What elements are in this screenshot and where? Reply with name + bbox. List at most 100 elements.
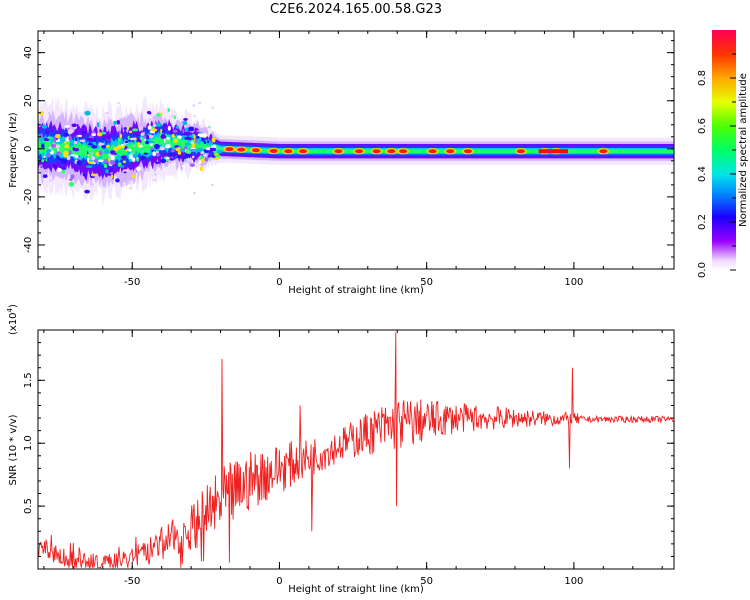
spectrogram-outlier: [106, 129, 109, 132]
spectrogram-speckle: [40, 142, 46, 145]
spectrogram-outlier: [44, 169, 48, 172]
spectrogram-speckle: [41, 124, 48, 129]
y-tick-label: 20: [23, 94, 34, 107]
spectrogram-outlier: [40, 164, 43, 167]
spectrogram-speckle: [74, 140, 78, 145]
spectrogram-speckle: [124, 140, 129, 144]
snr-y-axis: 0.5 1.0 1.5: [23, 342, 674, 557]
x-tick-label: 100: [564, 576, 583, 587]
spectrogram-speckle: [183, 146, 187, 150]
spectrogram-speckle: [199, 154, 203, 160]
spectrogram-outlier: [153, 179, 156, 182]
spectrogram-outlier: [192, 104, 195, 107]
spectrogram-speckle: [163, 138, 166, 144]
spectrogram-speckle: [131, 157, 136, 162]
spectrogram-speckle: [182, 128, 185, 134]
spectrogram-speckle: [108, 157, 111, 162]
x-tick-label: 50: [420, 576, 433, 587]
snr-frame: [37, 329, 675, 570]
spectrogram-speckle: [71, 123, 77, 128]
spectrogram-speckle: [141, 137, 145, 142]
spectrogram-speckle: [101, 132, 107, 135]
spectrogram-speckle: [204, 156, 209, 162]
spectrogram-speckle: [91, 145, 98, 149]
spectrogram-hotspot: [297, 148, 309, 155]
spectrogram-speckle: [155, 153, 161, 156]
spectrogram-strong-segment: [538, 149, 568, 154]
spectrogram-outlier: [109, 154, 112, 157]
spectrogram-speckle: [209, 147, 213, 153]
spectrogram-speckle: [180, 149, 186, 152]
spectrogram-speckle: [136, 138, 141, 144]
spectrogram-frame: [37, 30, 675, 270]
spectrogram-speckle: [38, 111, 44, 116]
spectrogram-outlier: [211, 184, 214, 186]
spectrogram-speckle: [200, 151, 204, 155]
spectrogram-speckle: [185, 152, 191, 158]
spectrogram-speckle: [183, 118, 188, 121]
spectrogram-speckle: [43, 160, 47, 164]
spectrogram-speckle: [214, 154, 221, 158]
spectrogram-speckle: [68, 178, 73, 181]
spectrogram-outlier: [154, 173, 157, 176]
colorbar-tick-label: 0.4: [697, 166, 708, 182]
spectrogram-x-label: Height of straight line (km): [288, 285, 424, 296]
spectrogram-speckle: [109, 160, 116, 165]
spectrogram-speckle: [176, 155, 183, 158]
spectrogram-speckle: [127, 135, 130, 140]
spectrogram-speckle: [155, 122, 162, 128]
spectrogram-speckle: [185, 127, 189, 132]
spectrogram-speckle: [172, 129, 178, 133]
spectrogram-speckle: [87, 157, 90, 162]
spectrogram-hotspot: [235, 146, 248, 153]
spectrogram-speckle: [145, 140, 150, 145]
spectrogram-speckle: [88, 151, 92, 156]
spectrogram-speckle: [57, 158, 63, 161]
x-tick-label: -50: [124, 576, 140, 587]
colorbar-tick-label: 0.0: [697, 262, 708, 278]
spectrogram-speckle: [90, 173, 98, 177]
spectrogram-speckle: [98, 159, 104, 163]
spectrogram-speckle: [98, 150, 103, 156]
spectrogram-outlier: [130, 152, 134, 155]
spectrogram-speckle: [160, 134, 167, 139]
spectrogram-speckle: [147, 125, 152, 130]
spectrogram-speckle: [82, 173, 86, 177]
spectrogram-speckle: [70, 154, 77, 157]
spectrogram-speckle: [84, 110, 91, 116]
spectrogram-speckle: [125, 149, 129, 152]
spectrogram-speckle: [46, 153, 51, 158]
spectrogram-speckle: [146, 135, 150, 140]
spectrogram-speckle: [148, 134, 154, 138]
colorbar-tick-label: 0.8: [697, 70, 708, 86]
spectrogram-speckle: [165, 144, 171, 149]
snr-scale-label: (x104): [6, 304, 19, 335]
spectrogram-speckle: [93, 159, 98, 163]
spectrogram-speckle: [129, 130, 133, 133]
spectrogram-speckle: [155, 113, 162, 117]
spectrogram-speckle: [182, 120, 188, 126]
spectrogram-speckle: [188, 126, 195, 132]
spectrogram-speckle: [197, 136, 200, 139]
spectrogram-speckle: [140, 155, 146, 161]
spectrogram-outlier: [50, 115, 53, 118]
snr-scale-prefix: (x10: [8, 312, 19, 335]
spectrogram-speckle: [43, 137, 50, 142]
spectrogram-outlier: [206, 152, 209, 155]
spectrogram-outlier: [142, 122, 145, 125]
spectrogram-speckle: [132, 154, 138, 158]
spectrogram-speckle: [112, 146, 119, 152]
y-tick-label: -20: [23, 189, 34, 205]
spectrogram-hotspot: [385, 148, 398, 155]
spectrogram-hotspot: [426, 148, 439, 155]
spectrogram-speckle: [148, 118, 155, 122]
spectrogram-speckle: [73, 148, 80, 152]
spectrogram-speckle: [203, 141, 207, 144]
spectrogram-outlier: [110, 172, 113, 175]
spectrogram-speckle: [129, 137, 136, 141]
spectrogram-speckle: [64, 132, 69, 137]
spectrogram-outlier: [47, 112, 51, 115]
y-tick-label: -40: [23, 237, 34, 253]
spectrogram-speckle: [128, 154, 133, 160]
